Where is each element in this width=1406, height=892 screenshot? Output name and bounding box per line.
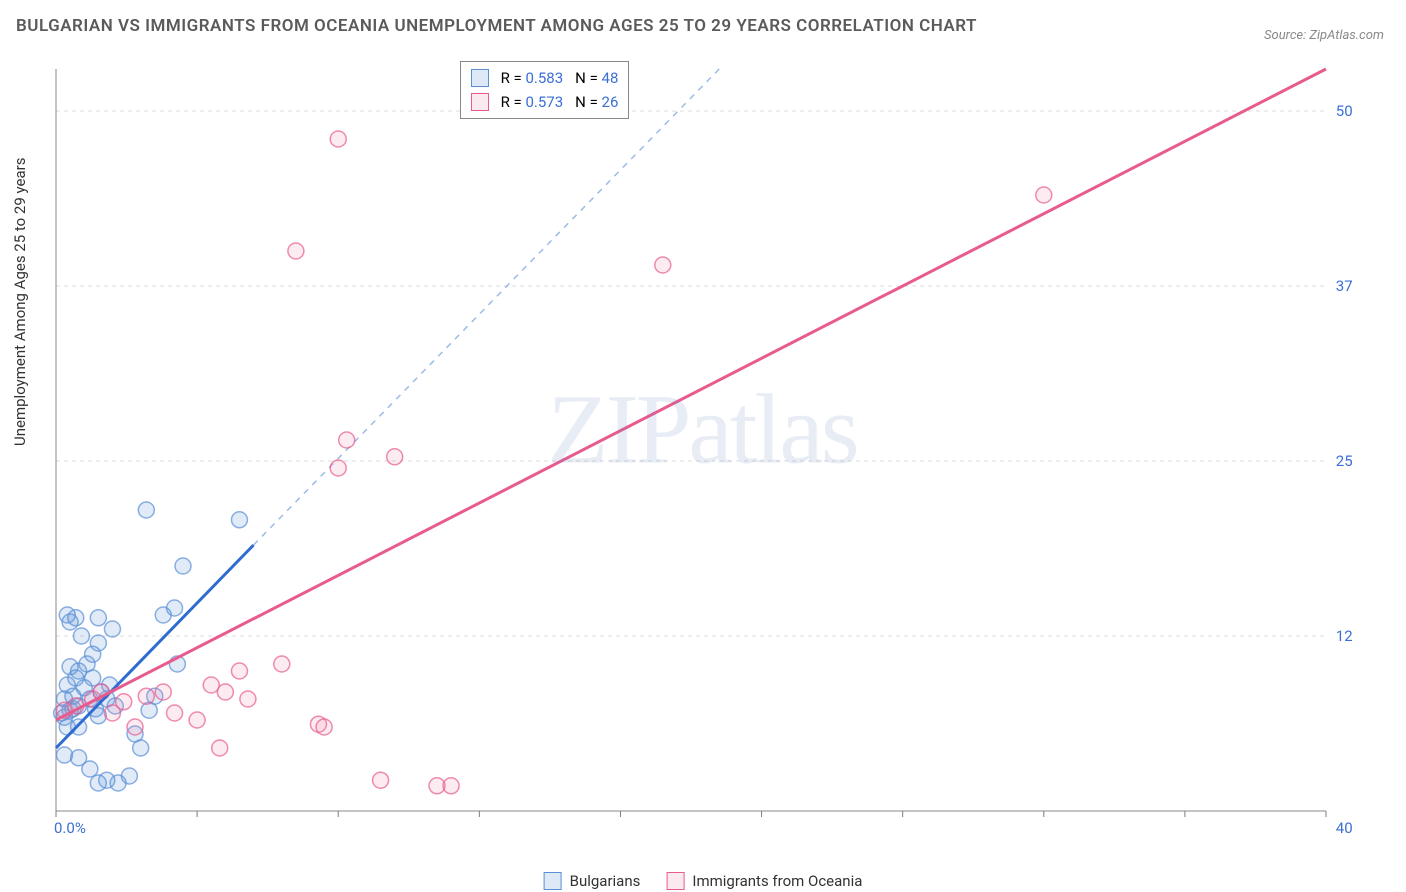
r-label: R = 0.573 bbox=[501, 93, 564, 111]
y-axis-label: Unemployment Among Ages 25 to 29 years bbox=[11, 158, 29, 446]
legend-label: Bulgarians bbox=[570, 872, 641, 890]
legend-swatch-icon bbox=[666, 872, 684, 890]
series-legend: Bulgarians Immigrants from Oceania bbox=[544, 872, 863, 890]
correlation-legend: R = 0.583 N = 48 R = 0.573 N = 26 bbox=[460, 61, 630, 119]
chart-svg: 12.5% 25.0% 37.5% 50.0% 0.0% 40.0% bbox=[52, 55, 1352, 835]
legend-item-oceania: Immigrants from Oceania bbox=[666, 872, 862, 890]
legend-row: R = 0.583 N = 48 bbox=[471, 66, 619, 90]
legend-swatch-icon bbox=[471, 69, 489, 87]
legend-item-bulgarians: Bulgarians bbox=[544, 872, 641, 890]
svg-text:12.5%: 12.5% bbox=[1336, 627, 1352, 645]
svg-text:25.0%: 25.0% bbox=[1336, 452, 1352, 470]
svg-text:37.5%: 37.5% bbox=[1336, 277, 1352, 295]
r-label: R = 0.583 bbox=[501, 69, 564, 87]
chart-title: BULGARIAN VS IMMIGRANTS FROM OCEANIA UNE… bbox=[16, 16, 977, 36]
plot-area: 12.5%25.0%37.5%50.0%0.0%40.0% ZIPatlas bbox=[52, 55, 1352, 835]
svg-text:40.0%: 40.0% bbox=[1336, 819, 1352, 835]
n-label: N = 26 bbox=[575, 93, 618, 111]
svg-text:50.0%: 50.0% bbox=[1336, 102, 1352, 120]
source-label: Source: ZipAtlas.com bbox=[1264, 28, 1384, 43]
legend-swatch-icon bbox=[544, 872, 562, 890]
legend-row: R = 0.573 N = 26 bbox=[471, 90, 619, 114]
n-label: N = 48 bbox=[575, 69, 618, 87]
legend-label: Immigrants from Oceania bbox=[692, 872, 862, 890]
legend-swatch-icon bbox=[471, 93, 489, 111]
svg-text:0.0%: 0.0% bbox=[54, 819, 86, 835]
